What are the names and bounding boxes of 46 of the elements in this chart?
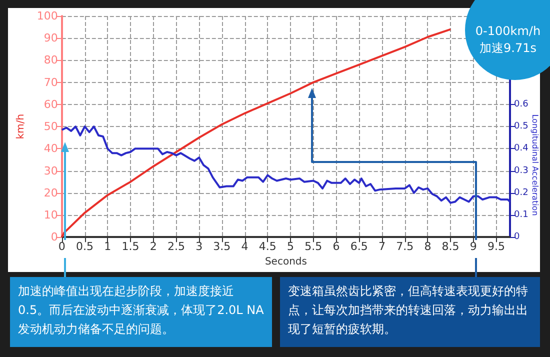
y-tick-label: 60 <box>44 98 58 111</box>
y2-tick-label: 0 <box>514 232 520 242</box>
x-tick-label: 6.5 <box>350 240 368 254</box>
y-tick-label: 90 <box>44 32 58 45</box>
x-tick-label: 4.5 <box>258 240 276 254</box>
x-tick-label: 1 <box>104 240 112 254</box>
x-tick-label: 8 <box>424 240 432 254</box>
x-tick-label: 5 <box>287 240 294 254</box>
x-tick-label: 8.5 <box>442 240 460 254</box>
y-tick-label: 20 <box>44 186 58 200</box>
y-tick-label: 100 <box>36 10 58 22</box>
y-tick-label: 80 <box>44 54 58 67</box>
x-axis-title: Seconds <box>264 256 307 268</box>
y2-tick-label: 0.4 <box>514 144 529 154</box>
y-tick-label: 70 <box>44 76 58 89</box>
y-tick-label: 40 <box>44 142 58 156</box>
y-axis-title: km/h <box>16 114 26 140</box>
y-tick-label: 30 <box>44 164 58 178</box>
y2-tick-label: 0.5 <box>514 122 528 132</box>
x-tick-label: 4 <box>241 240 248 254</box>
y-tick-label: 0 <box>50 230 58 244</box>
x-tick-label: 6 <box>332 240 340 254</box>
x-tick-label: 3 <box>196 240 203 254</box>
x-tick-label: 2 <box>150 240 157 254</box>
y-tick-label: 50 <box>44 120 58 134</box>
line-series <box>60 126 511 204</box>
x-tick-label: 9.5 <box>488 240 506 254</box>
x-tick-label: 7.5 <box>396 240 414 254</box>
annotation: 0-100km/h 加速9.71s <box>474 23 542 57</box>
x-tick-label: 3.5 <box>213 240 231 254</box>
y2-tick-label: 0.2 <box>514 188 528 198</box>
text: 变速箱虽然齿比紧密，但高转速表现更好的特点，让每次加挡带来的转速回落，动力输出出现了短暂的疲软期。 <box>280 277 540 347</box>
x-tick-label: 7 <box>378 240 386 254</box>
y-tick-label: 10 <box>44 208 58 222</box>
x-tick-label: 1.5 <box>122 240 140 254</box>
x-tick-label: 5.5 <box>304 240 322 254</box>
y2-tick-label: 0.6 <box>514 99 529 110</box>
callout-circle: 0-100km/h 加速9.71s <box>465 0 550 80</box>
y2-tick-label: 0.3 <box>514 166 528 176</box>
x-tick-label: 0.5 <box>76 240 94 254</box>
x-tick-label: 2.5 <box>167 240 185 254</box>
x-tick-label: 9 <box>470 240 477 254</box>
y2-axis-title: Longitudinal Acceleration <box>530 114 540 216</box>
y2-tick-label: 0.1 <box>514 210 528 220</box>
text: 加速的峰值出现在起步阶段，加速度接近0.5。而后在波动中逐渐衰减，体现了2.0L NA发动机动力储备不足的问题。 <box>10 277 272 347</box>
line-series <box>60 28 452 238</box>
